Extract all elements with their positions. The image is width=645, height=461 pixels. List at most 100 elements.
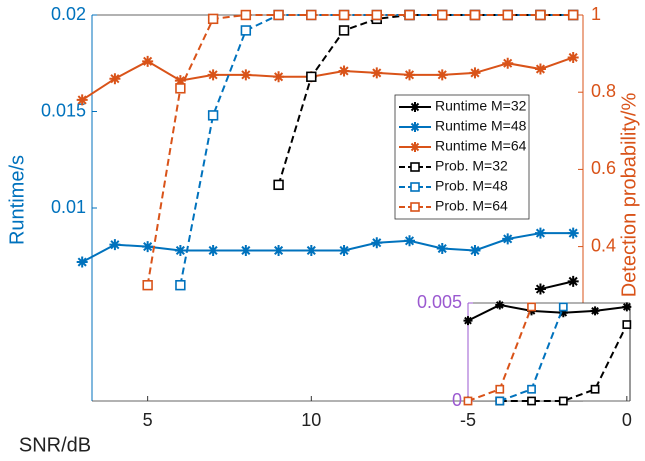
marker [410,142,420,152]
marker [534,227,546,239]
marker [76,94,88,106]
marker [338,244,350,256]
legend-label: Prob. M=64 [435,198,508,214]
marker [338,9,350,21]
marker [558,308,568,318]
series-line [540,280,574,291]
marker [590,384,600,394]
marker [502,233,514,245]
y-tick-label: 0.005 [417,292,462,312]
marker [436,69,448,81]
series-line [146,14,574,286]
legend-label: Runtime M=32 [435,98,527,114]
x-axis-label: SNR/dB [19,434,91,456]
marker [174,75,186,87]
marker [175,279,186,291]
marker [273,179,284,191]
marker [567,51,579,63]
y-axis-label: Runtime/s [6,155,28,245]
marker [273,71,285,83]
series-line [81,232,574,263]
plot-background [468,303,630,401]
marker [240,244,252,256]
marker [175,83,186,94]
marker [534,283,546,295]
series-line [81,56,574,101]
marker [273,244,285,256]
marker [622,302,632,312]
marker [142,55,154,67]
marker [527,302,536,312]
marker [410,202,420,212]
marker [76,256,88,268]
marker [463,396,473,406]
marker [558,396,568,406]
marker [174,244,186,256]
marker [109,239,121,251]
series-line [467,303,627,322]
x-tick-label: 10 [301,410,321,430]
marker [567,227,579,239]
marker [404,9,415,21]
marker [495,300,505,310]
legend-box [394,94,530,220]
marker [567,9,579,21]
marker [527,384,536,394]
y2-tick-label: 1 [591,4,601,24]
marker [495,384,505,394]
marker [404,69,416,81]
marker [436,243,448,255]
marker [338,25,350,36]
marker [590,306,600,316]
marker [142,241,154,253]
marker [567,275,579,287]
marker [371,237,383,249]
marker [240,69,252,81]
x-tick-label: 0 [622,410,632,430]
y2-tick-label: 0.8 [591,81,616,101]
x-tick-label: -5 [460,410,476,430]
marker [437,9,448,21]
y2-axis-label: Detection probability/% [618,93,640,298]
marker [207,13,219,25]
marker [109,73,121,85]
marker [502,57,514,69]
legend-label: Runtime M=64 [435,138,527,154]
legend-label: Runtime M=48 [435,118,527,134]
marker [410,122,420,132]
y-tick-label: 0.015 [41,100,86,120]
marker [338,65,350,77]
y-tick-label: 0 [452,390,462,410]
marker [142,279,153,291]
marker [469,9,481,21]
marker [495,396,505,406]
marker [463,316,473,326]
marker [469,67,481,79]
marker [410,162,420,172]
marker [534,63,546,75]
marker [305,244,317,256]
marker [371,67,383,79]
marker [273,9,284,21]
legend-label: Prob. M=32 [435,158,508,174]
marker [535,9,546,21]
y-tick-label: 0.01 [51,197,86,217]
marker [371,9,382,21]
marker [527,396,536,406]
marker [502,9,513,21]
y2-tick-label: 0.4 [591,235,616,255]
x-tick-label: 5 [143,410,153,430]
marker [306,71,317,82]
marker [306,9,317,21]
marker [469,244,481,256]
legend-label: Prob. M=48 [435,178,508,194]
marker [558,302,568,312]
marker [622,320,632,329]
marker [240,25,252,36]
marker [207,110,219,121]
marker [240,9,252,21]
marker [207,69,219,81]
series-line [499,324,628,402]
marker [410,102,420,112]
